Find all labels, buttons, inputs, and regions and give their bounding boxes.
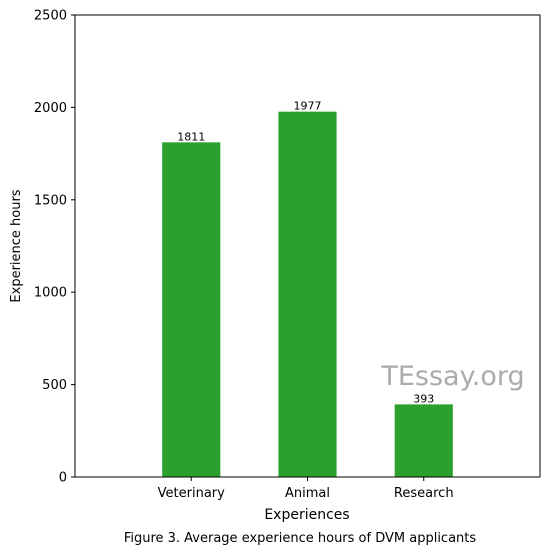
bar-animal	[278, 111, 337, 478]
value-labels-group: 1811 1977 393	[177, 100, 434, 406]
y-axis: 0 500 1000 1500 2000 2500	[34, 9, 75, 486]
y-tick-label: 500	[42, 378, 67, 393]
bars-group	[162, 111, 453, 478]
y-tick-label: 2500	[34, 9, 67, 24]
x-tick-label-animal: Animal	[285, 486, 330, 501]
bar-research	[394, 404, 453, 477]
value-label-veterinary: 1811	[177, 130, 205, 143]
bar-veterinary	[162, 142, 221, 477]
value-label-animal: 1977	[294, 100, 322, 113]
x-axis: Veterinary Animal Research	[158, 477, 454, 501]
watermark: TEssay.org	[380, 361, 524, 392]
y-tick-label: 2000	[34, 101, 67, 116]
y-tick-label: 0	[59, 471, 67, 486]
x-tick-label-veterinary: Veterinary	[158, 486, 225, 501]
y-axis-label: Experience hours	[9, 189, 24, 302]
figure-caption: Figure 3. Average experience hours of DV…	[124, 531, 477, 546]
value-label-research: 393	[413, 392, 434, 405]
x-axis-label: Experiences	[264, 507, 349, 523]
x-tick-label-research: Research	[394, 486, 454, 501]
y-tick-label: 1000	[34, 286, 67, 301]
y-tick-label: 1500	[34, 193, 67, 208]
